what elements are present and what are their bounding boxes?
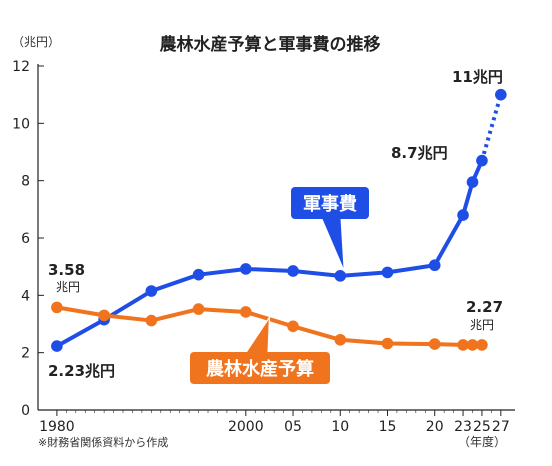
defense-data-point: [476, 154, 488, 167]
defense-badge-box: [291, 187, 369, 219]
agri-legend-badge: 農林水産予算: [190, 315, 330, 384]
defense-data-point: [240, 263, 252, 275]
y-tick-label: 8: [21, 174, 30, 190]
x-tick-label: 05: [284, 419, 302, 435]
y-tick-label: 12: [12, 59, 30, 75]
defense-data-point: [457, 209, 469, 221]
defense-data-point: [428, 259, 441, 272]
x-axis-unit-label: （年度）: [458, 434, 506, 449]
defense-11-value-label: 11兆円: [452, 68, 503, 86]
y-axis-unit-label: （兆円）: [12, 35, 60, 49]
agri-data-point: [476, 339, 488, 351]
agri-badge-box: [190, 352, 330, 384]
defense-data-point: [51, 340, 63, 352]
agri-data-point: [287, 320, 299, 333]
y-tick-label: 2: [21, 346, 30, 362]
defense-data-point: [287, 265, 299, 277]
agri-data-point: [457, 339, 469, 351]
defense-badge-label: 軍事費: [303, 193, 357, 215]
agri-data-point: [98, 309, 110, 322]
defense-legend-badge: 軍事費: [291, 187, 369, 272]
defense-data-point: [381, 266, 394, 279]
agri-data-point: [381, 337, 394, 350]
agri-1980-unit-label: 兆円: [56, 280, 80, 294]
defense-data-point: [466, 176, 479, 188]
defense-data-point: [192, 268, 205, 281]
agri-latest-unit-label: 兆円: [470, 318, 494, 332]
agri-data-point: [240, 306, 252, 318]
x-tick-label: 23: [454, 419, 472, 435]
y-tick-label: 6: [21, 231, 30, 247]
chart-title: 農林水産予算と軍事費の推移: [160, 34, 381, 55]
agri-latest-value-label: 2.27: [466, 298, 503, 316]
agri-badge-label: 農林水産予算: [206, 358, 314, 380]
agri-data-point: [428, 338, 441, 350]
y-tick-label: 10: [12, 116, 30, 132]
defense-series-dashed-line: [480, 94, 503, 162]
agri-data-point: [466, 339, 479, 351]
y-tick-label: 0: [21, 403, 30, 419]
defense-data-point: [334, 270, 347, 282]
agri-1980-value-label: 3.58: [48, 261, 85, 279]
source-note: ※財務省関係資料から作成: [38, 435, 168, 449]
agri-data-point: [334, 333, 347, 346]
defense-data-point: [495, 88, 507, 101]
agri-badge-pointer: [243, 315, 271, 355]
x-tick-label: 15: [379, 419, 397, 435]
agri-data-point: [51, 301, 63, 314]
defense-badge-pointer: [320, 216, 345, 272]
x-tick-label: 2000: [228, 419, 264, 435]
x-tick-label: 20: [426, 419, 444, 435]
x-tick-label: 10: [331, 419, 349, 435]
x-tick-label: 27: [492, 419, 510, 435]
y-tick-label: 4: [21, 288, 30, 304]
x-tick-label: 25: [473, 419, 491, 435]
agri-data-point: [145, 314, 158, 327]
x-tick-label: 1980: [39, 419, 75, 435]
defense-data-point: [145, 285, 158, 297]
defense-8-7-value-label: 8.7兆円: [391, 144, 448, 162]
defense-1980-value-label: 2.23兆円: [48, 362, 115, 380]
agri-data-point: [192, 303, 205, 315]
